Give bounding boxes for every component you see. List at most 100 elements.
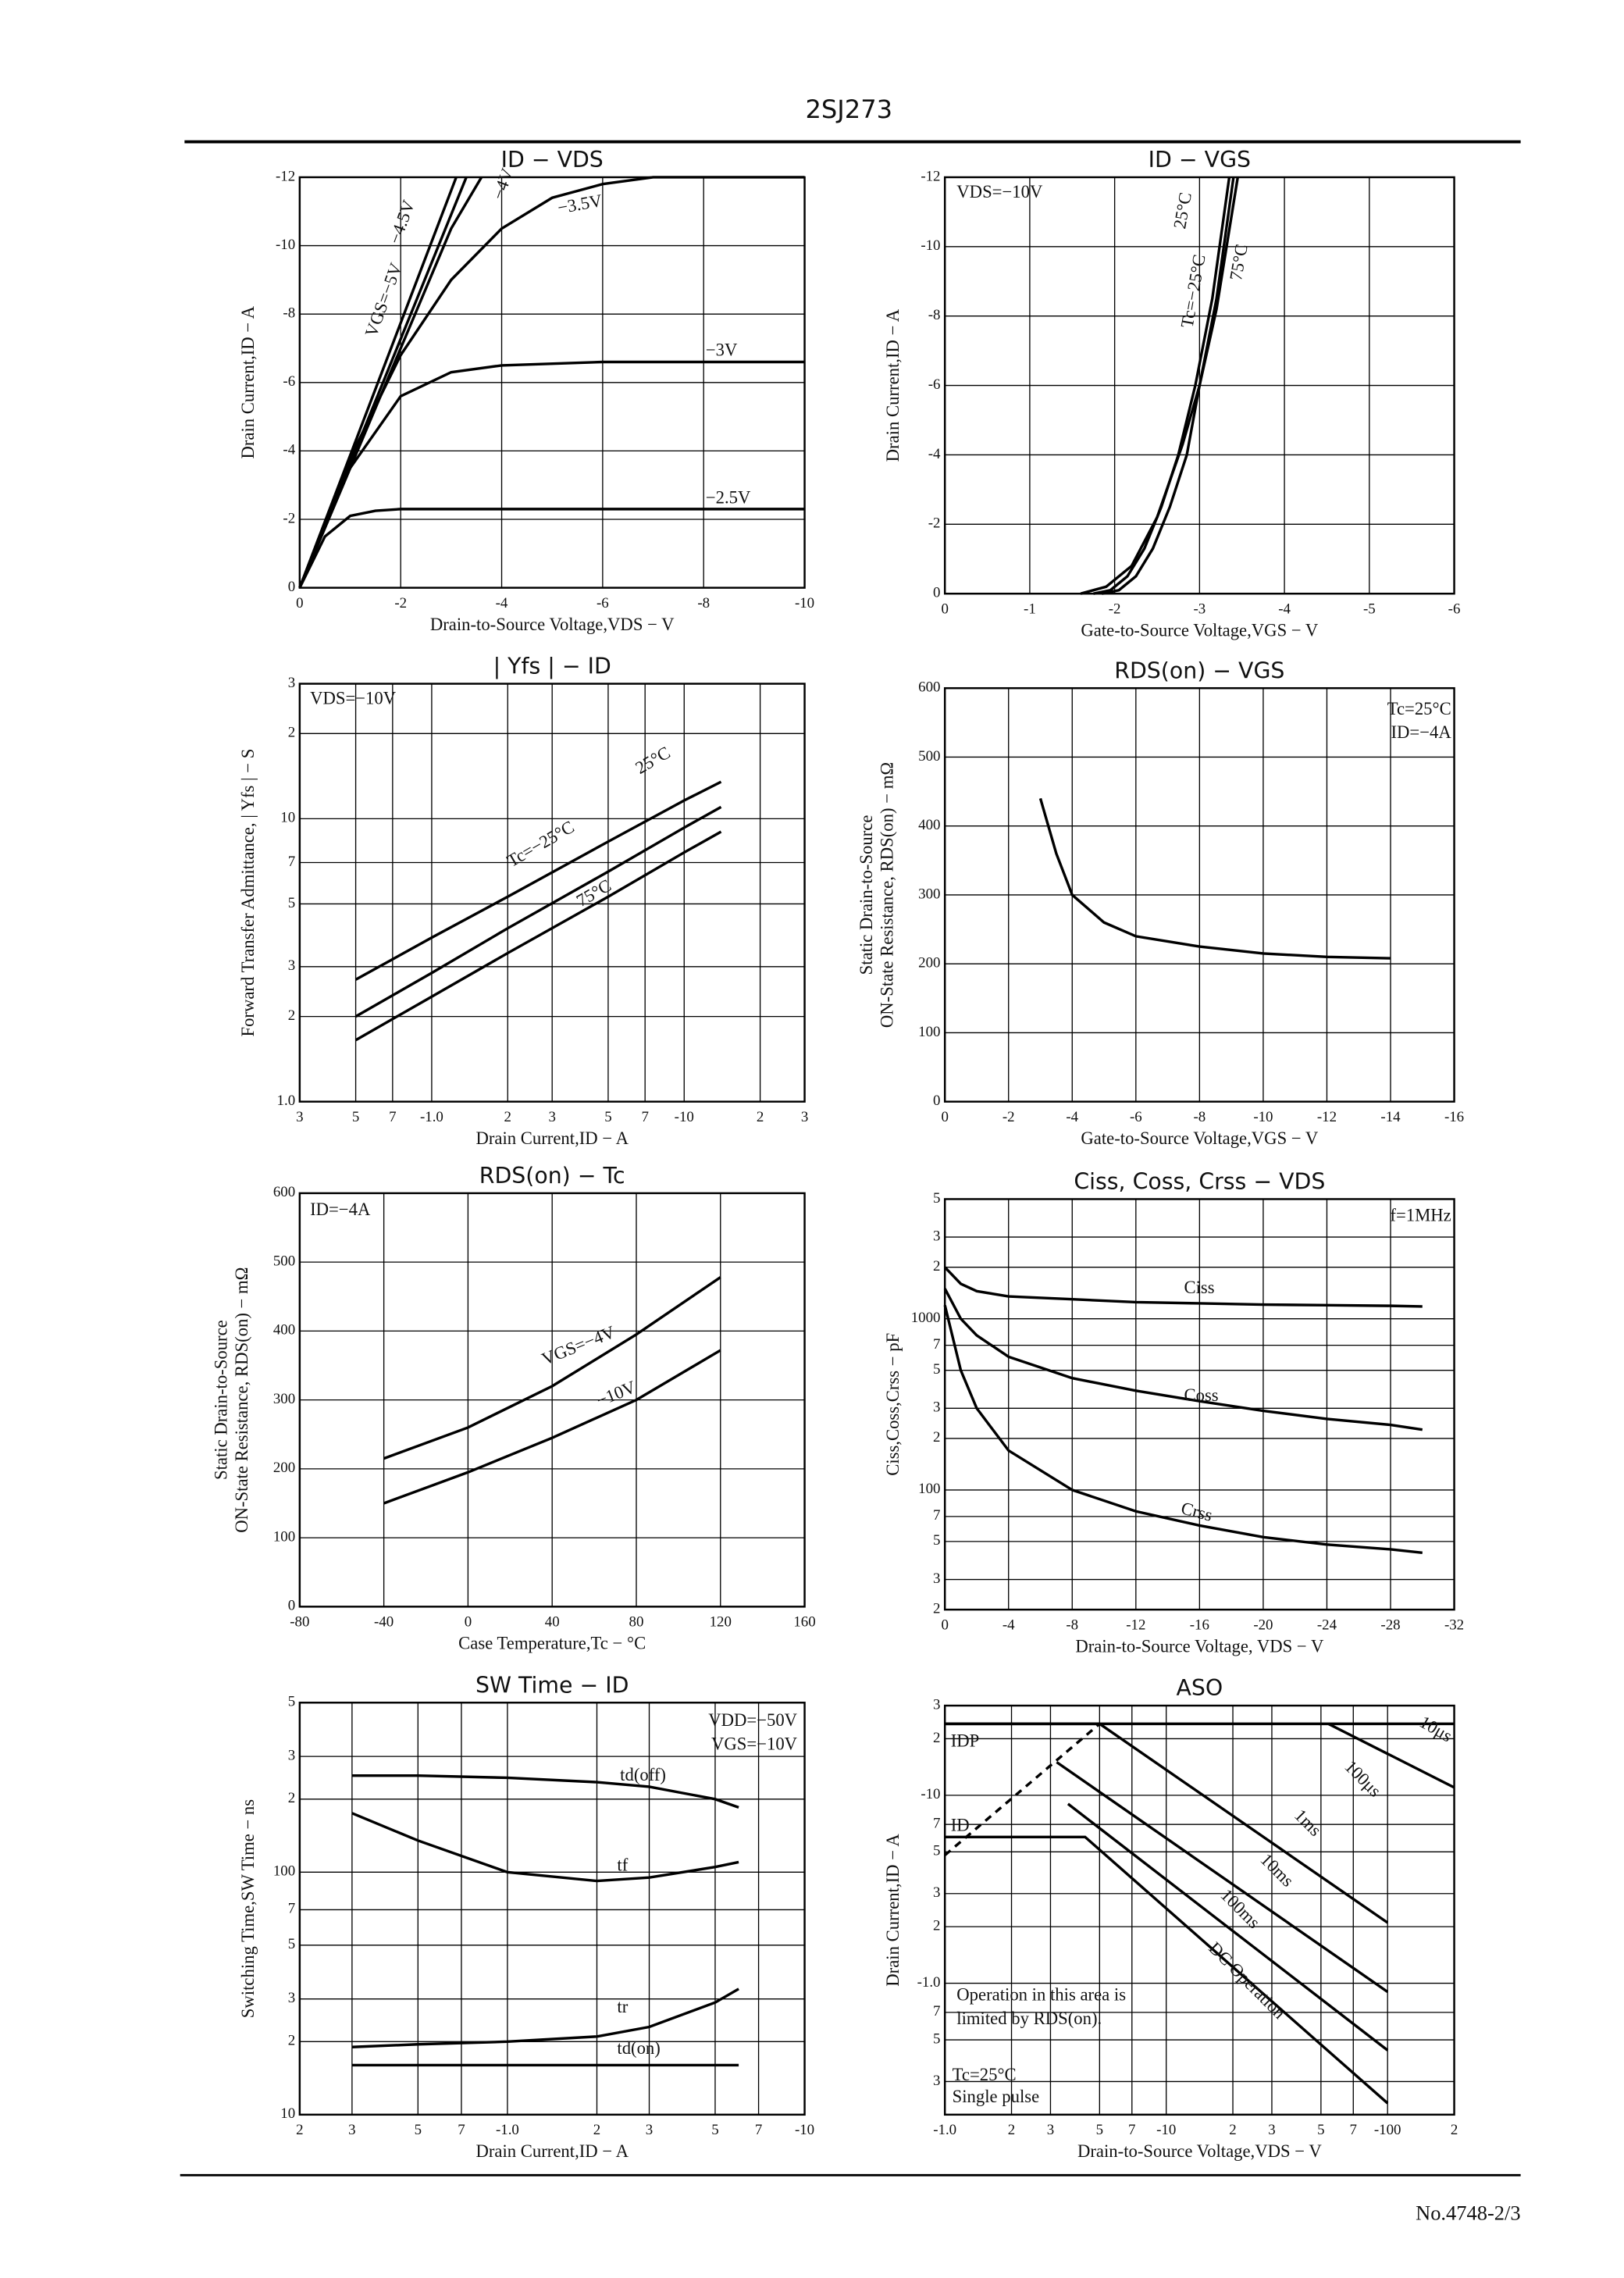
x-tick-label: 5 xyxy=(415,2122,422,2138)
x-tick-label: -1.0 xyxy=(420,1109,443,1125)
x-tick-label: -6 xyxy=(1448,601,1461,617)
y-tick-label: -8 xyxy=(283,305,295,322)
chart-title: SW Time − ID xyxy=(475,1672,629,1698)
x-axis-label: Case Temperature,Tc − °C xyxy=(458,1634,646,1653)
y-tick-label: -12 xyxy=(276,168,295,184)
y-tick-label: 0 xyxy=(933,585,940,601)
curve xyxy=(943,1266,1423,1308)
x-tick-label: 5 xyxy=(1096,2122,1103,2138)
x-tick-label: -16 xyxy=(1190,1617,1209,1633)
annotation: VGS=−10V xyxy=(711,1734,798,1753)
curve xyxy=(1080,176,1239,595)
y-tick-label: 300 xyxy=(918,886,940,902)
y-tick-label: 100 xyxy=(273,1528,295,1545)
curve xyxy=(351,1812,739,1883)
x-tick-label: 5 xyxy=(1317,2122,1324,2138)
y-tick-label: 2 xyxy=(933,1730,940,1746)
chart-title: Ciss, Coss, Crss − VDS xyxy=(1074,1169,1325,1195)
x-tick-label: -10 xyxy=(1156,2122,1176,2138)
page-header: 2SJ273 xyxy=(805,94,892,124)
x-tick-label: -16 xyxy=(1444,1109,1464,1125)
y-tick-label: 100 xyxy=(918,1024,940,1040)
y-tick-label: 3 xyxy=(933,1399,940,1416)
annotation: ID=−4A xyxy=(310,1200,371,1219)
x-tick-label: 2 xyxy=(296,2122,303,2138)
curve-label: Coss xyxy=(1184,1385,1219,1405)
chart-title: ID − VDS xyxy=(501,147,604,173)
y-tick-label: 7 xyxy=(288,854,295,870)
x-tick-label: -14 xyxy=(1380,1109,1401,1125)
x-tick-label: -10 xyxy=(1253,1109,1273,1125)
y-tick-label: 500 xyxy=(273,1253,295,1269)
x-tick-label: -6 xyxy=(597,595,609,611)
x-tick-label: -80 xyxy=(290,1613,309,1630)
curve-label: td(off) xyxy=(620,1765,666,1784)
x-tick-label: 3 xyxy=(646,2122,653,2138)
y-tick-label: -6 xyxy=(283,373,295,390)
y-axis-label: Static Drain-to-Source xyxy=(212,1320,231,1480)
x-tick-label: 7 xyxy=(1350,2122,1357,2138)
curve xyxy=(943,1304,1423,1554)
curve-label: Ciss xyxy=(1184,1278,1215,1297)
x-tick-label: -1 xyxy=(1024,601,1036,617)
curve xyxy=(943,1288,1423,1431)
annotation: VDS=−10V xyxy=(310,689,397,708)
y-tick-label: 500 xyxy=(918,748,940,765)
curve xyxy=(351,1987,739,2048)
x-tick-label: -8 xyxy=(1066,1617,1078,1633)
y-axis-label: Drain Current,ID − A xyxy=(883,308,903,462)
y-axis-label: ON-State Resistance, RDS(on) − mΩ xyxy=(232,1267,251,1532)
annotation: Single pulse xyxy=(953,2087,1040,2106)
y-axis-label: Forward Transfer Admittance, | Yfs | − S xyxy=(238,749,258,1037)
y-tick-label: 3 xyxy=(933,1228,940,1244)
curve-label: td(on) xyxy=(617,2038,660,2058)
x-tick-label: 2 xyxy=(1229,2122,1236,2138)
annotation: Tc=25°C xyxy=(953,2065,1017,2084)
y-tick-label: 0 xyxy=(288,579,295,595)
x-tick-label: 7 xyxy=(389,1109,396,1125)
page-number: No.4748-2/3 xyxy=(1416,2201,1521,2224)
annotation: VDD=−50V xyxy=(708,1710,797,1730)
curve xyxy=(945,1835,1389,2105)
y-tick-label: 5 xyxy=(288,1936,295,1952)
chart-title: ASO xyxy=(1176,1675,1223,1701)
x-tick-label: 7 xyxy=(641,1109,648,1125)
x-tick-label: 7 xyxy=(458,2122,465,2138)
y-tick-label: 2 xyxy=(933,1600,940,1617)
y-tick-label: 3 xyxy=(288,957,295,974)
y-tick-label: 1.0 xyxy=(277,1093,296,1109)
curve xyxy=(354,780,722,981)
y-tick-label: 2 xyxy=(933,1258,940,1274)
y-tick-label: 100 xyxy=(918,1481,940,1497)
x-tick-label: -4 xyxy=(496,595,508,611)
y-tick-label: 300 xyxy=(273,1391,295,1407)
x-tick-label: 80 xyxy=(629,1613,644,1630)
y-tick-label: 2 xyxy=(288,725,295,741)
x-tick-label: 2 xyxy=(1451,2122,1458,2138)
x-tick-label: 3 xyxy=(296,1109,303,1125)
x-axis-label: Gate-to-Source Voltage,VGS − V xyxy=(1081,1128,1319,1148)
y-tick-label: 100 xyxy=(273,1863,295,1880)
x-tick-label: -4 xyxy=(1003,1617,1015,1633)
annotation: Tc=25°C xyxy=(1387,699,1451,718)
y-tick-label: 200 xyxy=(918,955,940,971)
curve-label: tr xyxy=(617,1997,628,2016)
x-tick-label: 7 xyxy=(1128,2122,1135,2138)
y-tick-label: 5 xyxy=(933,1190,940,1207)
curve-label: −3V xyxy=(706,340,738,359)
annotation: Operation in this area is xyxy=(956,1985,1126,2005)
curve xyxy=(383,1349,721,1505)
x-tick-label: 0 xyxy=(941,601,948,617)
x-axis-label: Drain-to-Source Voltage, VDS − V xyxy=(1075,1636,1324,1656)
x-tick-label: -28 xyxy=(1380,1617,1400,1633)
x-axis-label: Drain Current,ID − A xyxy=(475,2141,629,2161)
y-tick-label: 400 xyxy=(273,1322,295,1339)
y-tick-label: 7 xyxy=(933,1816,940,1832)
curve xyxy=(354,830,722,1042)
y-tick-label: 2 xyxy=(288,1007,295,1024)
y-tick-label: 200 xyxy=(273,1460,295,1476)
annotation: ID=−4A xyxy=(1391,722,1451,742)
curve xyxy=(1056,1761,1389,1993)
y-tick-label: 3 xyxy=(933,1696,940,1713)
y-tick-label: 7 xyxy=(933,1336,940,1353)
